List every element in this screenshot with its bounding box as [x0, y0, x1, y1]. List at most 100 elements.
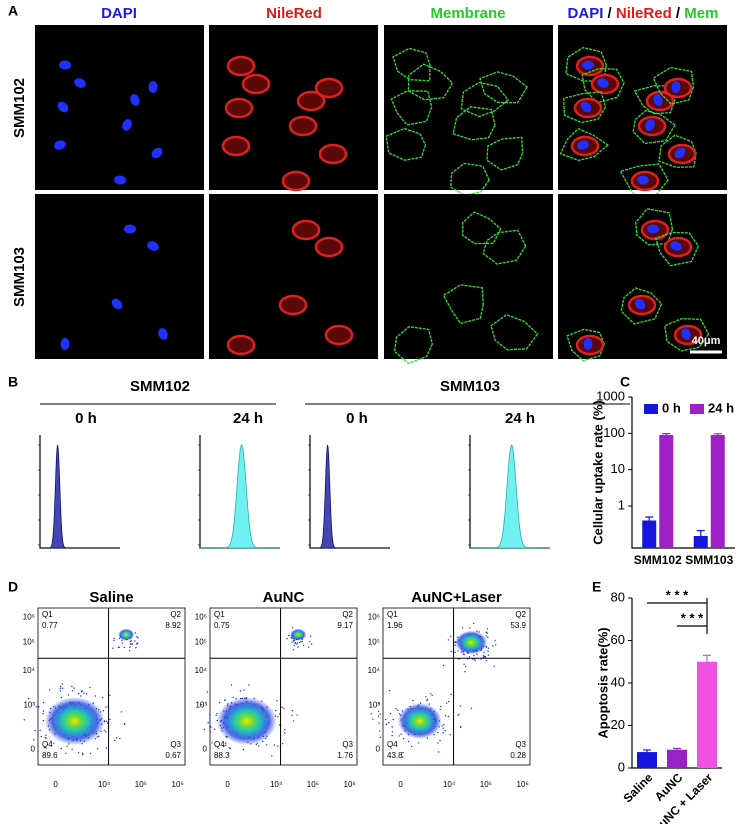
membrane	[635, 208, 674, 246]
nucleus	[582, 60, 594, 70]
event-dot	[388, 689, 391, 692]
event-dot	[45, 734, 47, 736]
event-dot	[115, 737, 118, 739]
legend-label: 24 h	[708, 400, 734, 415]
x-tick-label: 10⁴	[98, 780, 111, 789]
error-bar	[696, 530, 705, 536]
event-dot	[309, 635, 312, 637]
event-dot	[288, 634, 290, 637]
density	[216, 697, 277, 746]
event-dot	[273, 744, 276, 746]
event-dot	[472, 658, 474, 660]
event-dot	[61, 683, 64, 685]
nucleus	[130, 94, 140, 106]
membrane	[385, 127, 427, 161]
header-part: NileRed	[616, 5, 672, 22]
quadrant-name: Q4	[42, 740, 53, 749]
event-dot	[42, 710, 45, 712]
membrane	[460, 81, 510, 118]
event-dot	[468, 656, 471, 658]
panel-label: E	[592, 579, 601, 595]
event-dot	[411, 745, 413, 748]
cytoplasm	[224, 97, 254, 119]
x-tick-label: 10⁴	[270, 780, 283, 789]
quadrant-value: 0.67	[165, 751, 181, 760]
plot-title: Saline	[89, 589, 133, 606]
event-dot	[109, 718, 111, 721]
event-dot	[242, 748, 245, 751]
quadrant-name: Q2	[342, 610, 353, 619]
event-dot	[228, 747, 230, 749]
event-dot	[439, 739, 441, 742]
event-dot	[428, 703, 430, 705]
membrane	[482, 229, 527, 265]
membrane	[450, 162, 490, 196]
nucleus	[681, 328, 691, 340]
event-dot	[114, 739, 116, 742]
cytoplasm	[288, 115, 318, 137]
nucleus	[114, 175, 126, 185]
cytoplasm	[318, 143, 348, 165]
time-label: 0 h	[75, 410, 97, 427]
event-dot	[284, 732, 286, 734]
event-dot	[444, 730, 446, 732]
membrane	[442, 284, 484, 325]
event-dot	[450, 650, 452, 653]
event-dot	[48, 689, 51, 691]
legend-label: 0 h	[662, 400, 681, 415]
event-dot	[283, 707, 285, 709]
event-dot	[378, 702, 380, 704]
event-dot	[94, 695, 97, 697]
nucleus	[577, 140, 589, 150]
event-dot	[77, 752, 80, 754]
membrane	[633, 85, 676, 115]
event-dot	[112, 647, 114, 649]
density	[455, 630, 488, 655]
nucleus	[647, 224, 659, 234]
y-tick-label: 10⁶	[23, 613, 35, 622]
event-dot	[82, 753, 84, 756]
event-dot	[33, 739, 35, 741]
event-dot	[450, 693, 452, 696]
quadrant-name: Q3	[515, 740, 526, 749]
nucleus	[583, 338, 593, 350]
event-dot	[286, 637, 288, 640]
event-dot	[412, 699, 414, 702]
event-dot	[44, 737, 46, 739]
event-dot	[296, 642, 299, 644]
hist-peak	[200, 444, 280, 549]
event-dot	[61, 687, 64, 689]
y-tick-label: 10⁴	[195, 666, 208, 675]
event-dot	[377, 715, 380, 717]
nucleus	[148, 81, 158, 93]
quadrant-name: Q2	[515, 610, 526, 619]
event-dot	[397, 709, 399, 711]
event-dot	[494, 639, 496, 642]
header-part: Mem	[684, 5, 718, 22]
event-dot	[296, 643, 298, 645]
panel-label: B	[8, 374, 18, 390]
membrane	[452, 106, 496, 141]
histograms	[38, 435, 550, 549]
event-dot	[200, 703, 203, 706]
event-dot	[224, 742, 227, 744]
scale-bar-label: 40μm	[692, 335, 721, 347]
legend-swatch	[644, 404, 658, 414]
event-dot	[426, 699, 428, 702]
event-dot	[81, 752, 84, 754]
event-dot	[101, 697, 104, 699]
y-tick-label: 1000	[596, 388, 625, 403]
event-dot	[442, 664, 445, 667]
event-dot	[203, 728, 206, 731]
event-dot	[105, 747, 108, 749]
event-dot	[129, 640, 132, 643]
micrographs	[35, 25, 727, 365]
y-tick-label: 10⁵	[368, 638, 380, 647]
event-dot	[277, 716, 279, 718]
y-tick-label: 10⁶	[195, 613, 207, 622]
hist-peak	[470, 444, 550, 549]
event-dot	[372, 718, 374, 720]
bar	[667, 749, 687, 768]
quadrant-value: 9.17	[337, 621, 353, 630]
membrane	[393, 326, 433, 365]
